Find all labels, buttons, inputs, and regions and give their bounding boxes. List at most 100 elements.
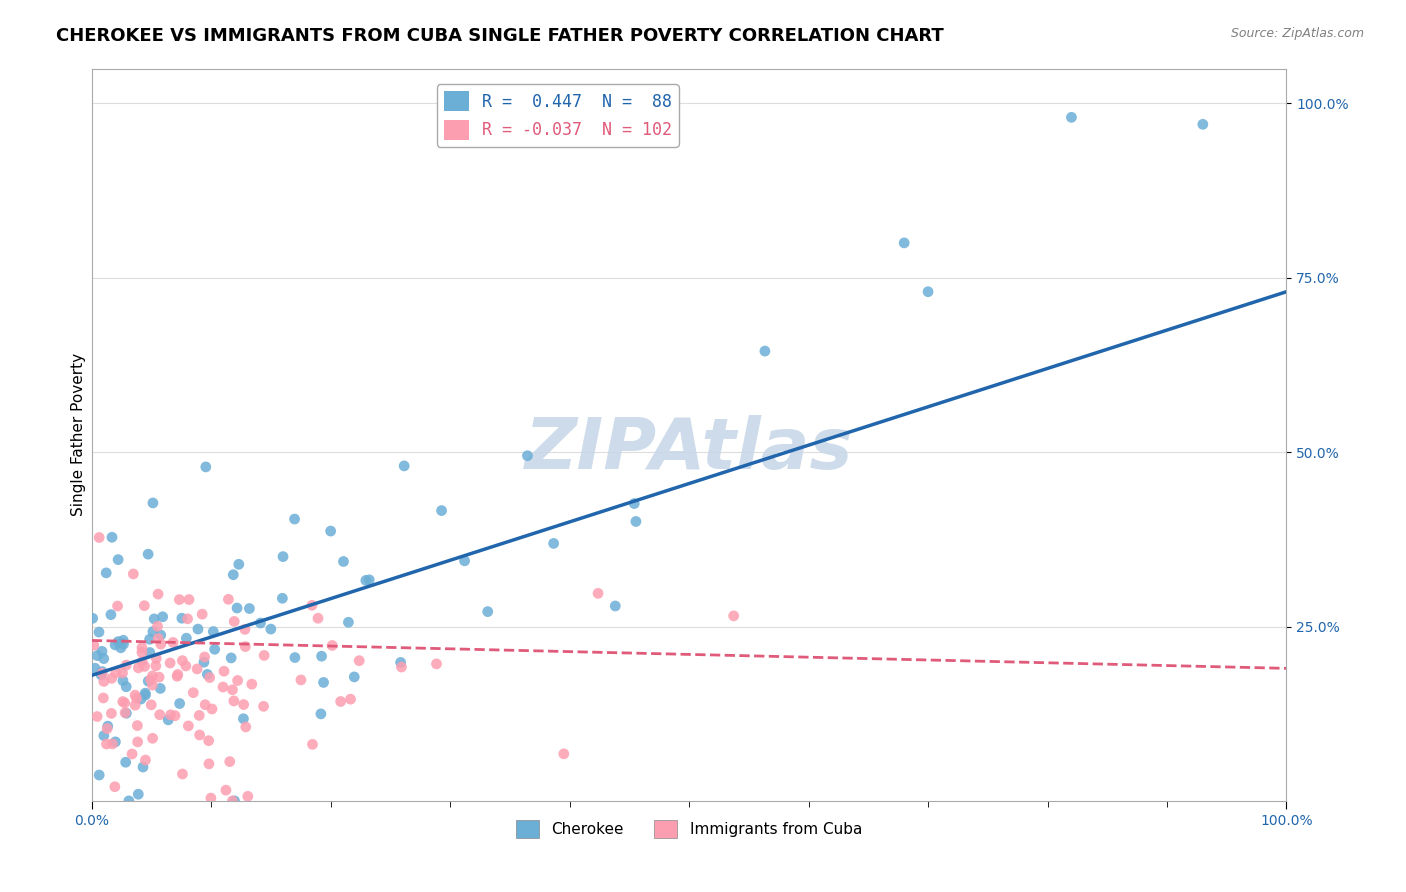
- Point: [107, 634, 129, 648]
- Point: [219, 651, 242, 665]
- Point: [249, 615, 271, 630]
- Point: [198, 671, 221, 685]
- Point: [359, 573, 381, 587]
- Point: [142, 731, 165, 746]
- Point: [586, 586, 609, 600]
- Point: [389, 656, 412, 670]
- Point: [149, 707, 172, 722]
- Point: [91, 690, 114, 705]
- Point: [221, 682, 243, 697]
- Point: [176, 631, 198, 645]
- Point: [170, 611, 193, 625]
- Point: [134, 659, 156, 673]
- Point: [83, 638, 105, 652]
- Point: [146, 619, 169, 633]
- Point: [204, 642, 226, 657]
- Point: [141, 669, 163, 683]
- Point: [235, 720, 257, 734]
- Point: [319, 524, 342, 538]
- Point: [181, 686, 204, 700]
- Point: [312, 675, 335, 690]
- Point: [193, 655, 215, 669]
- Point: [146, 587, 169, 601]
- Point: [143, 612, 166, 626]
- Point: [86, 709, 108, 723]
- Text: Source: ZipAtlas.com: Source: ZipAtlas.com: [1230, 27, 1364, 40]
- Point: [301, 737, 323, 751]
- Point: [222, 567, 245, 582]
- Point: [222, 694, 245, 708]
- Point: [212, 680, 235, 694]
- Point: [392, 458, 415, 473]
- Point: [134, 599, 156, 613]
- Point: [174, 659, 197, 673]
- Point: [252, 699, 274, 714]
- Point: [84, 661, 107, 675]
- Point: [104, 780, 127, 794]
- Point: [917, 285, 939, 299]
- Point: [188, 708, 211, 723]
- Point: [111, 673, 134, 688]
- Point: [177, 592, 200, 607]
- Point: [127, 718, 149, 732]
- Point: [104, 665, 127, 680]
- Point: [226, 601, 249, 615]
- Point: [187, 622, 209, 636]
- Point: [177, 719, 200, 733]
- Point: [624, 515, 647, 529]
- Point: [195, 667, 218, 681]
- Point: [172, 767, 194, 781]
- Point: [215, 783, 238, 797]
- Point: [332, 554, 354, 568]
- Point: [110, 640, 132, 655]
- Point: [347, 654, 370, 668]
- Point: [97, 719, 120, 733]
- Point: [453, 554, 475, 568]
- Point: [425, 657, 447, 671]
- Point: [337, 615, 360, 630]
- Point: [301, 599, 323, 613]
- Point: [122, 566, 145, 581]
- Point: [186, 662, 208, 676]
- Point: [194, 459, 217, 474]
- Point: [141, 698, 163, 712]
- Point: [127, 661, 149, 675]
- Point: [96, 722, 118, 736]
- Point: [197, 733, 219, 747]
- Point: [127, 787, 149, 801]
- Point: [148, 670, 170, 684]
- Point: [233, 623, 256, 637]
- Point: [309, 706, 332, 721]
- Point: [96, 566, 118, 580]
- Point: [89, 531, 111, 545]
- Point: [354, 574, 377, 588]
- Point: [516, 449, 538, 463]
- Point: [166, 667, 188, 681]
- Point: [723, 608, 745, 623]
- Point: [162, 635, 184, 649]
- Point: [136, 674, 159, 689]
- Point: [221, 794, 243, 808]
- Point: [91, 644, 114, 658]
- Point: [188, 728, 211, 742]
- Point: [124, 698, 146, 713]
- Point: [121, 747, 143, 761]
- Point: [236, 789, 259, 804]
- Point: [139, 646, 162, 660]
- Point: [1192, 117, 1215, 131]
- Point: [115, 680, 138, 694]
- Point: [112, 637, 135, 651]
- Point: [111, 665, 134, 680]
- Point: [198, 756, 221, 771]
- Point: [131, 640, 153, 655]
- Point: [271, 549, 294, 564]
- Point: [145, 658, 167, 673]
- Point: [101, 737, 124, 751]
- Point: [224, 615, 246, 629]
- Point: [201, 702, 224, 716]
- Point: [233, 640, 256, 654]
- Point: [134, 688, 156, 702]
- Legend: Cherokee, Immigrants from Cuba: Cherokee, Immigrants from Cuba: [510, 814, 868, 845]
- Point: [100, 671, 122, 685]
- Point: [218, 755, 240, 769]
